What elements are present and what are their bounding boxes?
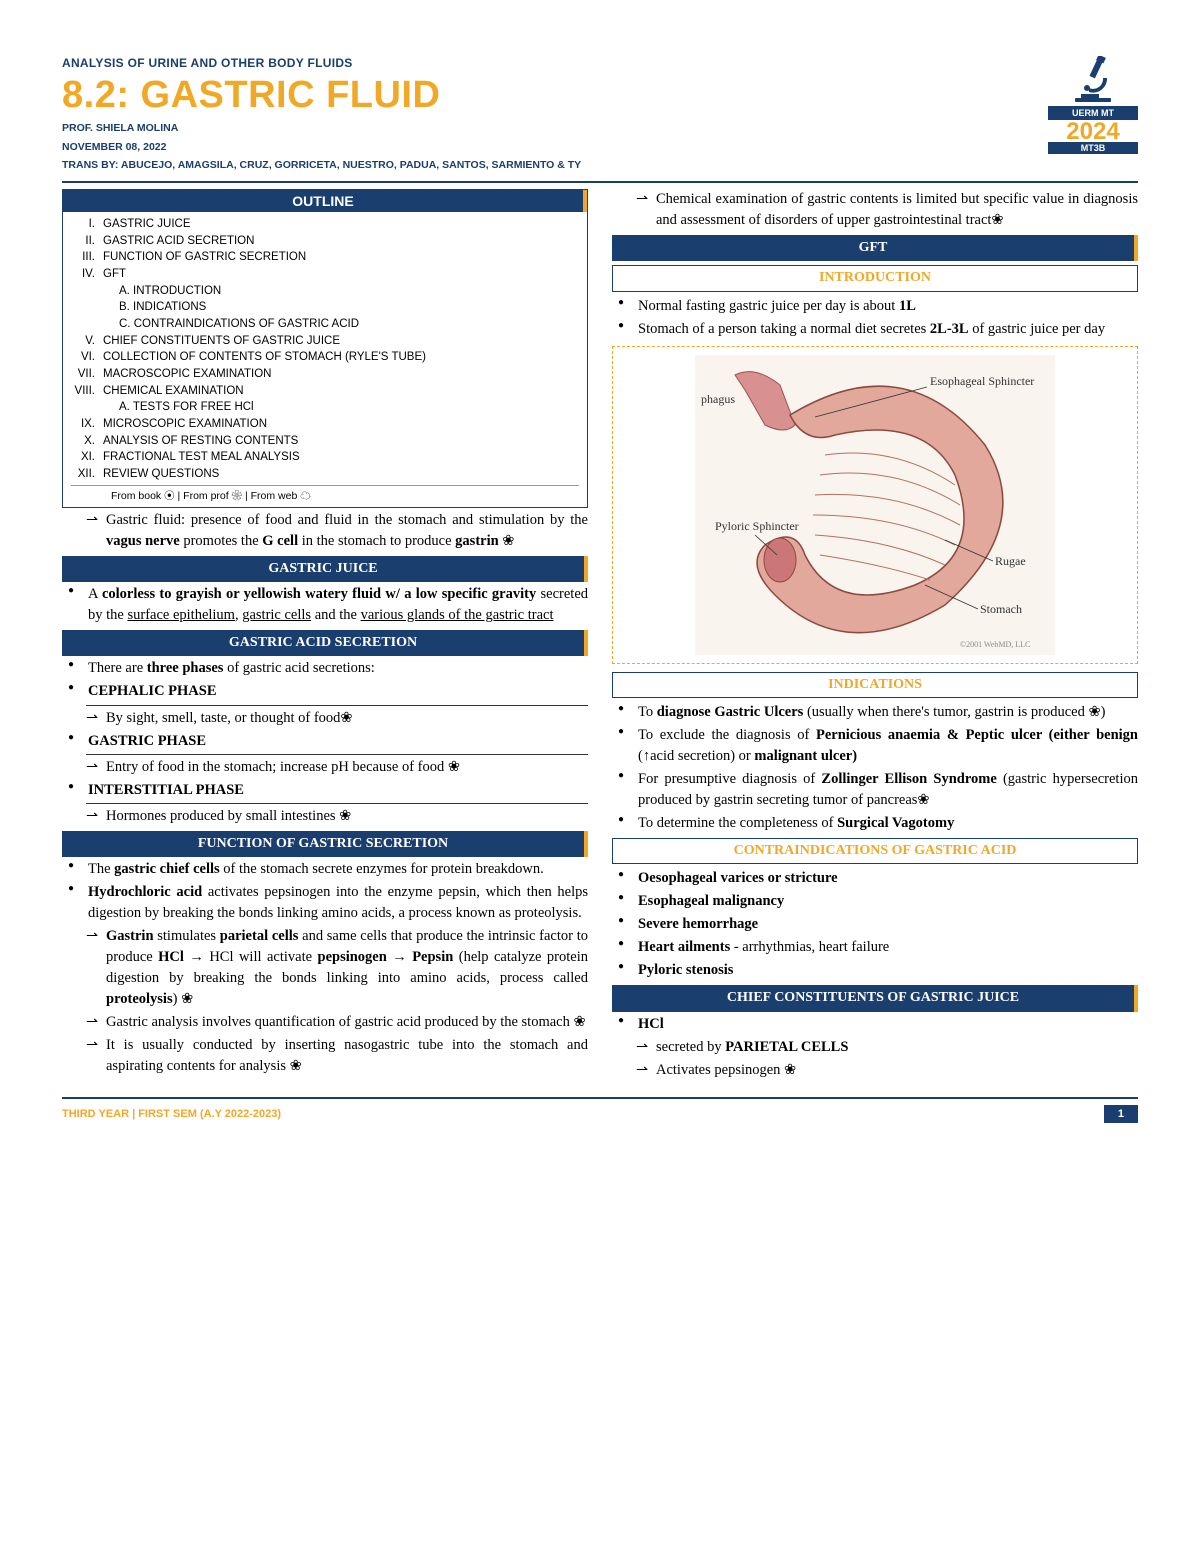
ind-b2: To exclude the diagnosis of Pernicious a… [612,725,1138,767]
intro-sub-box: INTRODUCTION [612,265,1138,291]
phase-rule [86,803,588,804]
phase-rule [86,754,588,755]
logo-year: 2024 [1048,120,1138,144]
phase3-desc: Hormones produced by small intestines ❀ [62,806,588,827]
outline-item: III.FUNCTION OF GASTRIC SECRETION [71,249,579,266]
c2: Esophageal malignancy [612,891,1138,912]
func-a3: It is usually conducted by inserting nas… [62,1035,588,1077]
ind-b3: For presumptive diagnosis of Zollinger E… [612,769,1138,811]
phase1: CEPHALIC PHASE [62,681,588,702]
outline-item: VIII.CHEMICAL EXAMINATION [71,383,579,400]
right-top-arrow: Chemical examination of gastric contents… [612,189,1138,231]
ind-b1: To diagnose Gastric Ulcers (usually when… [612,702,1138,723]
page-title: 8.2: GASTRIC FLUID [62,74,1048,117]
outline-item: A. INTRODUCTION [71,283,579,300]
outline-item: B. INDICATIONS [71,299,579,316]
intro-arrow: Gastric fluid: presence of food and flui… [62,510,588,552]
course-name: ANALYSIS OF URINE AND OTHER BODY FLUIDS [62,56,1048,70]
header-rule [62,181,1138,183]
sec-gastric-acid: GASTRIC ACID SECRETION [62,630,588,656]
outline-item: IV.GFT [71,266,579,283]
document-page: ANALYSIS OF URINE AND OTHER BODY FLUIDS … [0,0,1200,1153]
chief-a2: Activates pepsinogen ❀ [612,1060,1138,1081]
outline-item: I.GASTRIC JUICE [71,216,579,233]
stomach-diagram-frame: phagus Esophageal Sphincter Pyloric Sphi… [612,346,1138,664]
intro-title: INTRODUCTION [613,268,1137,288]
outline-legend: From book ⦿ | From prof ❀ | From web ☁ [71,485,579,503]
outline-item: X.ANALYSIS OF RESTING CONTENTS [71,433,579,450]
phase2-desc: Entry of food in the stomach; increase p… [62,757,588,778]
chief-b1: HCl [612,1014,1138,1035]
outline-box: OUTLINE I.GASTRIC JUICEII.GASTRIC ACID S… [62,189,588,508]
func-b2: Hydrochloric acid activates pepsinogen i… [62,882,588,924]
svg-text:Pyloric Sphincter: Pyloric Sphincter [715,519,799,533]
date-line: NOVEMBER 08, 2022 [62,140,1048,155]
svg-text:Stomach: Stomach [980,602,1022,616]
outline-item: V.CHIEF CONSTITUENTS OF GASTRIC JUICE [71,333,579,350]
stomach-diagram: phagus Esophageal Sphincter Pyloric Sphi… [695,355,1055,655]
c5: Pyloric stenosis [612,960,1138,981]
sec-function: FUNCTION OF GASTRIC SECRETION [62,831,588,857]
right-body: Chemical examination of gastric contents… [612,189,1138,1081]
phase1-desc: By sight, smell, taste, or thought of fo… [62,708,588,729]
contra-title: CONTRAINDICATIONS OF GASTRIC ACID [612,838,1138,864]
logo: UERM MT 2024 MT3B [1048,56,1138,154]
gas-intro: There are three phases of gastric acid s… [62,658,588,679]
outline-list: I.GASTRIC JUICEII.GASTRIC ACID SECRETION… [71,216,579,483]
footer-left: THIRD YEAR | FIRST SEM (A.Y 2022-2023) [62,1108,281,1120]
ind-b4: To determine the completeness of Surgica… [612,813,1138,834]
outline-item: C. CONTRAINDICATIONS OF GASTRIC ACID [71,316,579,333]
outline-item: XI.FRACTIONAL TEST MEAL ANALYSIS [71,449,579,466]
sec-gft: GFT [612,235,1138,261]
header: ANALYSIS OF URINE AND OTHER BODY FLUIDS … [62,56,1138,173]
c3: Severe hemorrhage [612,914,1138,935]
svg-text:Esophageal Sphincter: Esophageal Sphincter [930,374,1034,388]
intro-b1: Normal fasting gastric juice per day is … [612,296,1138,317]
header-text: ANALYSIS OF URINE AND OTHER BODY FLUIDS … [62,56,1048,173]
trans-line: TRANS BY: ABUCEJO, AMAGSILA, CRUZ, GORRI… [62,158,1048,173]
svg-text:©2001 WebMD, LLC: ©2001 WebMD, LLC [960,640,1030,649]
left-body: Gastric fluid: presence of food and flui… [62,510,588,1077]
left-column: OUTLINE I.GASTRIC JUICEII.GASTRIC ACID S… [62,189,588,1083]
outline-item: VI.COLLECTION OF CONTENTS OF STOMACH (RY… [71,349,579,366]
prof-line: PROF. SHIELA MOLINA [62,121,1048,136]
chief-a1: secreted by PARIETAL CELLS [612,1037,1138,1058]
svg-text:Rugae: Rugae [995,554,1026,568]
indications-title: INDICATIONS [612,672,1138,698]
footer: THIRD YEAR | FIRST SEM (A.Y 2022-2023) 1 [62,1097,1138,1123]
right-column: Chemical examination of gastric contents… [612,189,1138,1083]
logo-sub: MT3B [1048,142,1138,154]
gj-bullet: A colorless to grayish or yellowish wate… [62,584,588,626]
svg-text:phagus: phagus [701,392,735,406]
c4: Heart ailments - arrhythmias, heart fail… [612,937,1138,958]
outline-item: XII.REVIEW QUESTIONS [71,466,579,483]
func-b1: The gastric chief cells of the stomach s… [62,859,588,880]
func-a2: Gastric analysis involves quantification… [62,1012,588,1033]
intro-b2: Stomach of a person taking a normal diet… [612,319,1138,340]
outline-item: A. TESTS FOR FREE HCl [71,399,579,416]
outline-title: OUTLINE [63,190,587,212]
phase3: INTERSTITIAL PHASE [62,780,588,801]
c1: Oesophageal varices or stricture [612,868,1138,889]
sec-chief: CHIEF CONSTITUENTS OF GASTRIC JUICE [612,985,1138,1011]
footer-page: 1 [1104,1105,1138,1123]
two-columns: OUTLINE I.GASTRIC JUICEII.GASTRIC ACID S… [62,189,1138,1083]
outline-item: VII.MACROSCOPIC EXAMINATION [71,366,579,383]
phase2: GASTRIC PHASE [62,731,588,752]
func-a1: Gastrin stimulates parietal cells and sa… [62,926,588,1010]
outline-item: II.GASTRIC ACID SECRETION [71,233,579,250]
outline-item: IX.MICROSCOPIC EXAMINATION [71,416,579,433]
microscope-icon [1067,56,1119,104]
sec-gastric-juice: GASTRIC JUICE [62,556,588,582]
phase-rule [86,705,588,706]
